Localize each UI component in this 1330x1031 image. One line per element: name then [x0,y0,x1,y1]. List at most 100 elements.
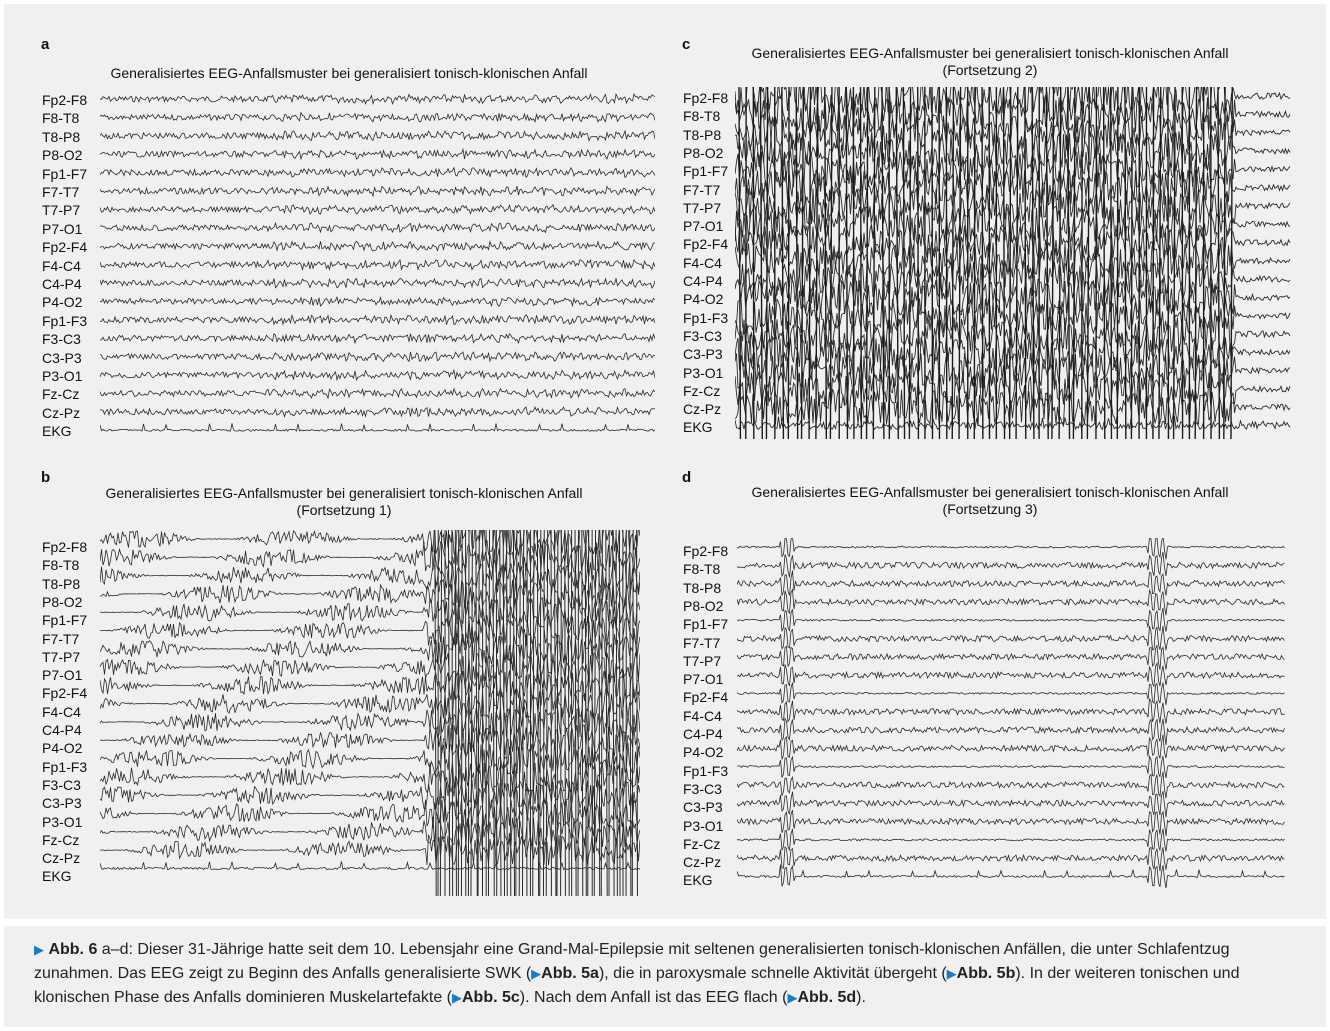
panel-title-line: (Fortsetzung 1) [296,502,392,518]
eeg-channel-trace [735,205,1291,243]
artifact-burst [521,530,525,896]
channel-label: P8-O2 [42,147,83,164]
channel-label: F4-C4 [42,257,81,274]
panel-c: c Generalisiertes EEG-Anfallsmuster bei … [665,4,1326,454]
artifact-burst [1110,87,1113,439]
artifact-burst [787,87,790,439]
artifact-burst [1058,87,1062,439]
artifact-burst [487,530,491,896]
eeg-channel-trace [100,530,640,556]
eeg-channel-trace [737,588,1285,616]
eeg-channel-trace [737,809,1285,837]
channel-label: P7-O1 [42,667,83,684]
artifact-burst [1194,87,1198,439]
artifact-burst [865,87,869,439]
channel-label: Fp2-F4 [683,689,729,706]
eeg-channel-trace [735,416,1291,431]
channel-label: Fp1-F7 [42,612,88,629]
artifact-burst [593,530,597,896]
artifact-burst [1223,87,1226,439]
channel-label: F3-C3 [683,780,722,797]
artifact-burst [536,530,540,896]
artifact-burst [509,530,512,896]
channel-label: P3-O1 [42,368,83,384]
caption-link-5d[interactable]: Abb. 5d [797,989,857,1006]
channel-label: C4-P4 [683,726,723,742]
panel-letter: c [682,36,691,53]
eeg-channel-trace [100,203,655,215]
caption-link-5b[interactable]: Abb. 5b [956,965,1016,982]
eeg-channel-trace [100,368,655,382]
artifact-burst [829,87,833,439]
artifact-burst [752,87,755,439]
artifact-burst [615,530,618,896]
panel-letter: a [41,36,50,53]
channel-label: F7-T7 [42,184,80,200]
channel-label: F8-T8 [683,561,721,578]
caption-link-5a[interactable]: Abb. 5a [541,965,599,982]
channel-label: Fp2-F8 [683,543,729,559]
artifact-burst [881,87,885,439]
artifact-burst [542,530,545,896]
artifact-burst [584,530,587,896]
channel-label: T7-P7 [42,202,81,219]
artifact-burst [581,530,584,896]
artifact-burst [600,530,603,896]
artifact-burst [1045,87,1049,439]
artifact-burst [545,530,549,896]
eeg-channel-trace [737,538,1285,560]
eeg-channel-trace [100,147,655,161]
channel-label: C3-P3 [683,799,723,816]
channel-label: C3-P3 [42,795,82,812]
artifact-burst [1158,87,1162,439]
eeg-trace-area [735,87,1291,439]
figure-caption-box: ▶ Abb. 6 a–d: Dieser 31-Jährige hatte se… [4,926,1326,1027]
channel-label: T8-P8 [683,126,722,143]
figure-panel-area: a Generalisiertes EEG-Anfallsmuster bei … [4,4,1326,919]
channel-label: Fp1-F3 [42,312,88,329]
panel-title: Generalisiertes EEG-Anfallsmuster bei ge… [64,65,634,82]
artifact-burst [845,87,849,439]
eeg-channel-trace [735,389,1291,425]
channel-label: T7-P7 [683,652,722,669]
artifact-burst [554,530,557,896]
artifact-burst [560,530,562,896]
eeg-channel-trace [737,625,1285,651]
channel-label: P8-O2 [683,597,724,614]
channel-label: C4-P4 [42,722,82,738]
eeg-channel-trace [737,771,1285,799]
channel-label: P3-O1 [683,364,724,381]
panel-title-line: (Fortsetzung 3) [942,501,1038,517]
eeg-channel-trace [100,816,640,848]
panel-title: Generalisiertes EEG-Anfallsmuster bei ge… [705,45,1275,79]
caption-text-segment: ). [856,989,866,1006]
channel-label: Fp1-F3 [42,758,88,775]
artifact-burst [1051,87,1055,439]
channel-label: P7-O1 [683,671,724,688]
eeg-channel-trace [100,559,640,592]
panel-title: Generalisiertes EEG-Anfallsmuster bei ge… [700,484,1280,518]
channel-label: F3-C3 [42,776,81,793]
eeg-channel-trace [100,578,640,610]
eeg-channel-trace [737,717,1285,745]
caption-link-5c[interactable]: Abb. 5c [462,989,520,1006]
eeg-channel-trace [100,332,655,345]
eeg-channel-trace [735,278,1291,316]
channel-label: Cz-Pz [42,850,81,867]
artifact-burst [765,87,769,439]
artifact-burst [477,530,480,896]
artifact-burst [598,530,601,896]
artifact-burst [1067,87,1071,439]
channel-label: Cz-Pz [42,404,81,421]
channel-label: C4-P4 [42,276,82,292]
artifact-burst [567,530,570,896]
eeg-channel-trace [735,113,1291,151]
eeg-channel-trace [100,796,640,829]
artifact-burst [781,87,785,439]
channel-label: Fp1-F3 [683,309,729,326]
channel-label: T8-P8 [42,128,81,145]
artifact-burst [451,530,454,896]
artifact-burst [636,530,638,896]
caption-arrow-icon: ▶ [946,966,957,981]
channel-label: F8-T8 [42,110,80,127]
